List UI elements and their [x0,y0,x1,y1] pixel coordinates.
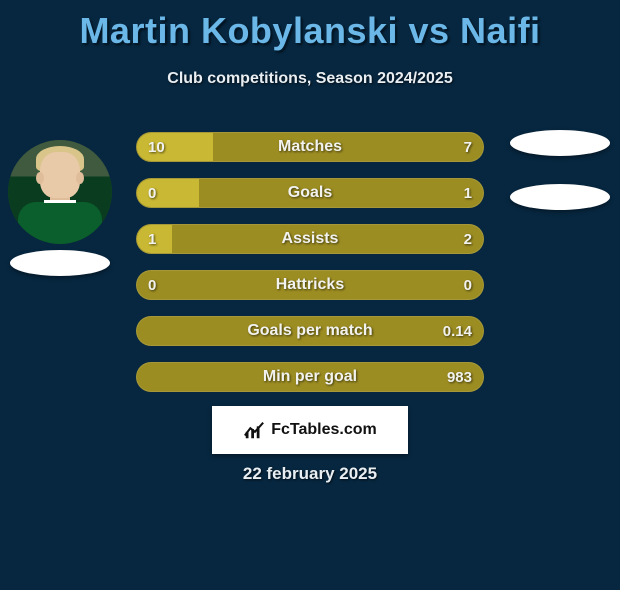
stat-bar: 0Goals1 [136,178,484,208]
stat-bar: Min per goal983 [136,362,484,392]
comparison-bars: 10Matches7 0Goals1 1Assists2 0Hattricks0 Goa… [136,132,484,408]
brand-text: FcTables.com [271,421,377,439]
player-right-block [508,130,612,210]
player-right-name-pill-1 [510,130,610,156]
chart-icon [243,419,265,441]
stat-bar: Goals per match0.14 [136,316,484,346]
brand-badge: FcTables.com [212,406,408,454]
player-right-name-pill-2 [510,184,610,210]
player-left-photo [8,140,112,244]
stat-bar: 1Assists2 [136,224,484,254]
player-left-block [8,140,112,276]
player-left-name-pill [10,250,110,276]
stat-bar: 0Hattricks0 [136,270,484,300]
page-title: Martin Kobylanski vs Naifi [0,10,620,52]
date-text: 22 february 2025 [0,464,620,484]
page-subtitle: Club competitions, Season 2024/2025 [0,70,620,88]
stat-bar: 10Matches7 [136,132,484,162]
